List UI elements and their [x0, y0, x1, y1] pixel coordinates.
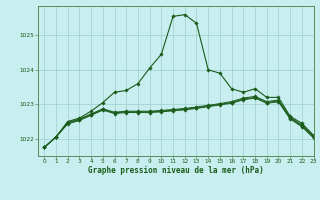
X-axis label: Graphe pression niveau de la mer (hPa): Graphe pression niveau de la mer (hPa)	[88, 166, 264, 175]
